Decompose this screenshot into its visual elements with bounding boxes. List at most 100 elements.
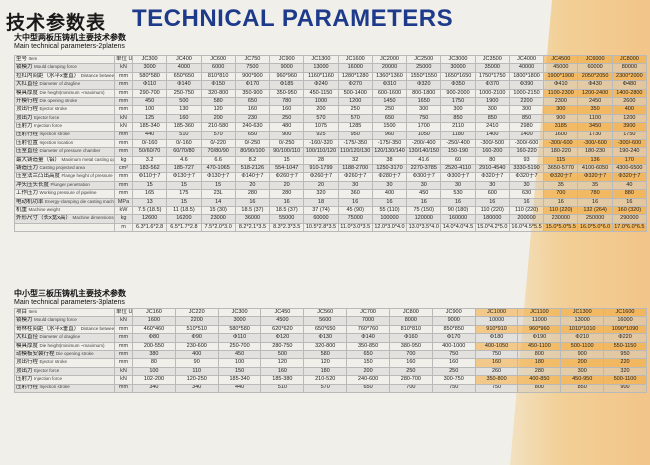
- value-cell: 900*900: [234, 71, 271, 82]
- value-cell: 2600: [611, 96, 647, 107]
- value-cell: Φ110: [217, 333, 262, 343]
- value-cell: 1900: [474, 96, 510, 107]
- value-cell: 160: [260, 366, 305, 377]
- value-cell: 518-2126: [234, 164, 271, 174]
- value-cell: 750: [474, 383, 519, 393]
- row-label: 顶出行程 Ejector stroke: [14, 105, 115, 115]
- row-label: 顶出力 Ejector force: [14, 113, 115, 124]
- value-cell: 35: [577, 180, 613, 191]
- value-cell: 1200: [611, 113, 647, 124]
- value-cell: JC4000: [508, 54, 545, 65]
- value-cell: Φ280于7: [371, 172, 408, 182]
- unit-cell: mm: [114, 80, 133, 90]
- value-cell: 3000: [131, 63, 168, 73]
- row-label-en: Machine weight: [28, 206, 60, 212]
- value-cell: 350-800: [474, 375, 519, 385]
- value-cell: 580*580: [217, 324, 262, 335]
- row-label: 模具厚度 Die height(minimum ~maximum): [14, 341, 115, 351]
- value-cell: 400: [371, 189, 408, 199]
- value-cell: 400-1050: [474, 341, 519, 351]
- value-cell: 250000: [577, 214, 613, 224]
- value-cell: 220: [603, 358, 647, 368]
- value-cell: 360: [337, 189, 373, 199]
- value-cell: 570: [337, 113, 373, 124]
- value-cell: 650: [346, 349, 390, 360]
- table-row: 压射力 Injection force kN 185-340 185-360 210-5…: [14, 122, 647, 132]
- value-cell: 380: [132, 349, 176, 360]
- row-label-en: Mould clamping force: [34, 64, 77, 70]
- unit-cell: cm²: [114, 164, 133, 174]
- value-cell: JC3000: [440, 54, 476, 65]
- value-cell: 28: [303, 155, 339, 166]
- value-cell: 100: [217, 358, 262, 368]
- value-cell: 35000: [474, 63, 510, 73]
- value-cell: 16: [543, 197, 579, 208]
- value-cell: 110 (220): [474, 206, 510, 216]
- value-cell: 1188-2700: [337, 164, 373, 174]
- value-cell: 750: [474, 349, 519, 360]
- value-cell: 470-1065: [200, 164, 236, 174]
- value-cell: 150: [217, 366, 262, 377]
- value-cell: 500-1400: [337, 88, 373, 98]
- value-cell: 100/110/120: [303, 147, 339, 157]
- row-label-en: Mould clamping force: [34, 317, 77, 323]
- row-label-cn: 压射力: [16, 376, 33, 383]
- value-cell: 450: [406, 189, 442, 199]
- unit-cell: mm: [114, 172, 133, 182]
- value-cell: 100: [132, 366, 176, 377]
- row-label-cn: 锁模力: [16, 317, 33, 324]
- value-cell: 1280*1280: [337, 71, 373, 82]
- value-cell: 14: [200, 197, 236, 208]
- table-row: 铸造压力 Casting projected area cm² 183-562 185…: [14, 164, 647, 174]
- value-cell: 800: [517, 349, 562, 360]
- row-label-en: Working pressure of pipeline: [39, 190, 97, 196]
- row-label-cn: 项目: [16, 308, 28, 315]
- row-label-en: Energy-clamping die casting machine powe…: [45, 198, 115, 204]
- row-label: 哥林柱间距（水平x垂直） Distance between tie-bars(l…: [14, 324, 115, 335]
- value-cell: 200: [200, 113, 236, 124]
- value-cell: 1400: [474, 130, 510, 140]
- row-label-en: Maximum metal casting quantity once(A): [61, 156, 114, 162]
- value-cell: JC1000: [474, 307, 519, 318]
- row-label-cn: 工作压力: [16, 190, 39, 197]
- value-cell: 120: [200, 105, 236, 115]
- value-cell: 200: [303, 105, 339, 115]
- row-label-en: Plunger penetration: [50, 181, 90, 187]
- value-cell: 850: [508, 113, 545, 124]
- value-cell: 1000-2150: [508, 88, 545, 98]
- value-cell: 280: [234, 189, 271, 199]
- row-label-cn: 最大铸造量（铝）: [16, 156, 61, 163]
- value-cell: Φ185: [269, 80, 305, 90]
- value-cell: 810*810: [200, 71, 236, 82]
- value-cell: 20: [269, 180, 305, 191]
- row-label-cn: 压射力: [16, 123, 33, 130]
- value-cell: -300/-500: [474, 138, 510, 149]
- value-cell: 250: [431, 366, 476, 377]
- value-cell: 780: [577, 189, 613, 199]
- value-cell: Φ320于7: [508, 172, 545, 182]
- value-cell: 6.3*1.6*2.8: [131, 222, 168, 233]
- unit-cell: kN: [114, 122, 133, 132]
- value-cell: 35: [543, 180, 579, 191]
- value-cell: 185-340: [131, 122, 168, 132]
- value-cell: Φ110: [131, 80, 168, 90]
- value-cell: 1050: [406, 130, 442, 140]
- value-cell: 750: [431, 383, 476, 393]
- value-cell: 120/130/140: [371, 147, 408, 157]
- value-cell: 10000: [474, 316, 519, 326]
- value-cell: 7000: [346, 316, 390, 326]
- value-cell: 600: [474, 189, 510, 199]
- value-cell: 2110: [440, 122, 476, 132]
- value-cell: 350-950: [269, 88, 305, 98]
- row-label: 铸造压力 Casting projected area: [14, 164, 115, 174]
- value-cell: 320: [603, 366, 647, 377]
- value-cell: 16: [234, 197, 271, 208]
- row-label: 项目 Item: [14, 307, 115, 318]
- value-cell: JC600: [200, 54, 236, 65]
- value-cell: 2980: [508, 122, 545, 132]
- value-cell: 3.2: [131, 155, 168, 166]
- value-cell: JC750: [234, 54, 271, 65]
- value-cell: 240-630: [234, 122, 271, 132]
- unit-cell: 单位 Unit: [114, 307, 133, 318]
- table-row: 顶出力 Ejector force kN 125 160 200 230 250 570 570…: [14, 113, 647, 124]
